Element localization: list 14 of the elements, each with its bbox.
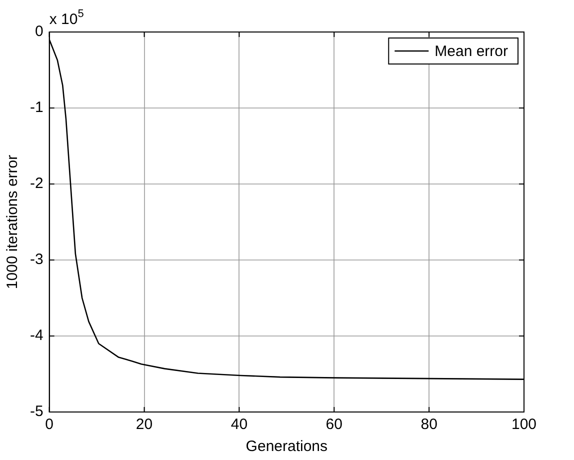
x-tick-label: 60 <box>326 416 342 434</box>
y-tick-label: -2 <box>30 175 44 192</box>
y-tick-label: -1 <box>30 99 44 116</box>
y-tick-label: -4 <box>30 327 44 344</box>
legend-label: Mean error <box>434 43 508 60</box>
y-tick-label: -3 <box>30 251 44 268</box>
x-tick-label: 100 <box>511 416 537 434</box>
x-tick-label: 80 <box>420 416 438 434</box>
x-axis-title: Generations <box>246 438 328 456</box>
x-tick-label: 40 <box>230 416 248 434</box>
y-tick-label: 0 <box>34 23 44 40</box>
y-axis-title: 1000 iterations error <box>4 154 22 290</box>
y-tick-label: -5 <box>30 403 44 420</box>
x-tick-label: 20 <box>136 416 153 434</box>
